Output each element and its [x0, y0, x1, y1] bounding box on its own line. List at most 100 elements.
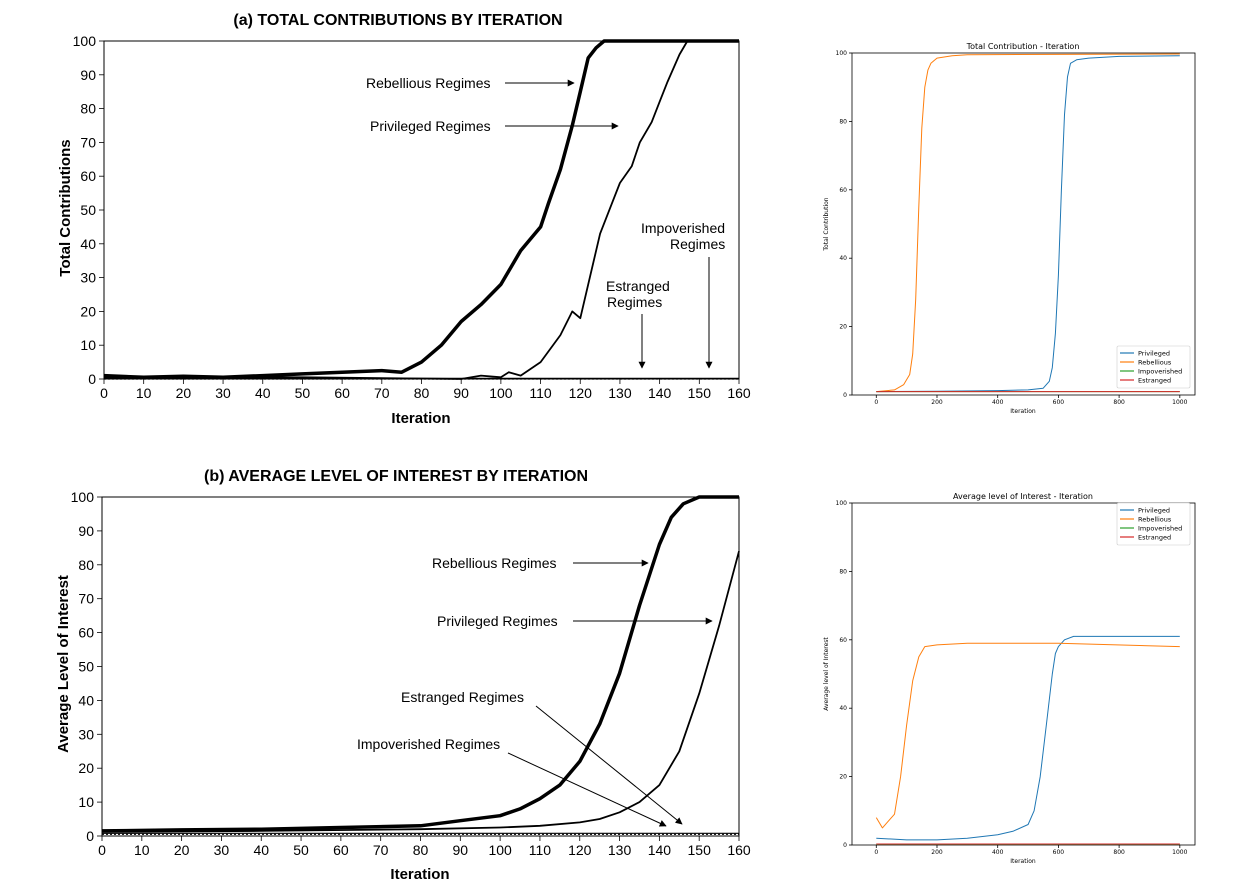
y-tick-label: 20 — [78, 760, 94, 776]
chart-a-annotation-impoverished-2: Regimes — [670, 236, 725, 252]
chart-b-annotation-impoverished: Impoverished Regimes — [357, 736, 500, 752]
y-tick-label: 60 — [839, 187, 847, 194]
x-tick-label: 130 — [608, 842, 632, 858]
y-tick-label: 20 — [80, 303, 96, 319]
y-tick-label: 50 — [78, 659, 94, 675]
y-tick-label: 100 — [836, 50, 848, 57]
chart-b-annotation-rebellious: Rebellious Regimes — [432, 555, 557, 571]
y-tick-label: 0 — [843, 842, 847, 849]
y-tick-label: 90 — [80, 67, 96, 83]
y-tick-label: 40 — [78, 692, 94, 708]
series-line-privileged-regimes — [104, 40, 739, 380]
chart-a-title: (a) TOTAL CONTRIBUTIONS BY ITERATION — [233, 12, 562, 29]
chart-a-xlabel: Iteration — [391, 410, 450, 427]
x-tick-label: 10 — [134, 842, 150, 858]
x-tick-label: 0 — [874, 849, 878, 856]
chart-b-average-interest: (b) AVERAGE LEVEL OF INTEREST BY ITERATI… — [55, 468, 751, 883]
series-line-rebellious-regimes — [103, 39, 739, 380]
chart-b-xlabel: Iteration — [390, 866, 449, 883]
series-line-rebellious — [875, 642, 1180, 829]
chart-d-title: Average level of Interest - Iteration — [953, 492, 1093, 501]
series-line-privileged — [876, 55, 1180, 393]
x-tick-label: 120 — [568, 842, 592, 858]
chart-c-total-contribution-sim: Total Contribution - Iteration 0 200 400 60… — [823, 42, 1196, 415]
y-tick-label: 70 — [80, 134, 96, 150]
x-tick-label: 400 — [992, 849, 1004, 856]
x-tick-label: 800 — [1113, 849, 1125, 856]
x-tick-label: 0 — [98, 842, 106, 858]
chart-c-title: Total Contribution - Iteration — [966, 42, 1080, 51]
x-tick-label: 50 — [295, 385, 311, 401]
x-tick-label: 800 — [1113, 399, 1125, 406]
series-line-rebellious-regimes — [101, 495, 739, 833]
y-tick-label: 10 — [80, 337, 96, 353]
x-tick-label: 110 — [529, 842, 552, 858]
x-tick-label: 600 — [1053, 399, 1065, 406]
x-tick-label: 140 — [648, 385, 672, 401]
legend-label: Rebellious — [1138, 358, 1172, 366]
x-tick-label: 90 — [453, 385, 469, 401]
y-tick-label: 20 — [839, 774, 847, 781]
x-tick-label: 150 — [688, 385, 712, 401]
chart-a-annotation-estranged-1: Estranged — [606, 278, 670, 294]
x-tick-label: 20 — [174, 842, 190, 858]
y-tick-label: 100 — [71, 489, 95, 505]
x-tick-label: 0 — [874, 399, 878, 406]
chart-d-xlabel: Iteration — [1010, 858, 1036, 865]
x-tick-label: 1000 — [1172, 399, 1187, 406]
y-tick-label: 40 — [839, 255, 847, 262]
chart-a-annotation-privileged: Privileged Regimes — [370, 118, 491, 134]
x-tick-label: 0 — [100, 385, 108, 401]
chart-d-legend: PrivilegedRebelliousImpoverishedEstrange… — [1116, 502, 1191, 546]
chart-c-ylabel: Total Contribution — [823, 197, 830, 251]
legend-label: Privileged — [1138, 506, 1170, 514]
y-tick-label: 80 — [839, 118, 847, 125]
chart-a-annotation-estranged-2: Regimes — [607, 294, 662, 310]
y-tick-label: 60 — [839, 637, 847, 644]
series-line-privileged — [876, 635, 1180, 841]
y-tick-label: 80 — [78, 557, 94, 573]
y-tick-label: 60 — [80, 168, 96, 184]
chart-d-average-interest-sim: Average level of Interest - Iteration 0 2… — [823, 492, 1196, 865]
x-tick-label: 40 — [253, 842, 269, 858]
x-tick-label: 100 — [489, 385, 513, 401]
x-tick-label: 30 — [215, 385, 231, 401]
y-tick-label: 10 — [78, 794, 94, 810]
x-tick-label: 200 — [931, 849, 943, 856]
y-tick-label: 60 — [78, 625, 94, 641]
x-tick-label: 130 — [608, 385, 632, 401]
y-tick-label: 80 — [80, 101, 96, 117]
x-tick-label: 150 — [688, 842, 712, 858]
y-tick-label: 30 — [80, 270, 96, 286]
y-tick-label: 0 — [88, 371, 96, 387]
chart-d-frame — [851, 502, 1196, 846]
chart-a-ylabel: Total Contributions — [57, 139, 74, 276]
y-tick-label: 100 — [73, 33, 97, 49]
chart-b-annotation-estranged: Estranged Regimes — [401, 689, 524, 705]
y-tick-label: 70 — [78, 591, 94, 607]
x-tick-label: 60 — [334, 385, 350, 401]
y-tick-label: 40 — [839, 705, 847, 712]
legend-box — [1116, 502, 1191, 546]
series-line-privileged-regimes — [101, 550, 740, 833]
chart-a-total-contributions: (a) TOTAL CONTRIBUTIONS BY ITERATION 0 10… — [57, 12, 751, 427]
legend-label: Privileged — [1138, 349, 1170, 357]
x-tick-label: 60 — [333, 842, 349, 858]
y-tick-label: 100 — [836, 500, 848, 507]
chart-a-annotation-rebellious: Rebellious Regimes — [366, 75, 491, 91]
x-tick-label: 70 — [374, 385, 390, 401]
x-tick-label: 600 — [1053, 849, 1065, 856]
x-tick-label: 20 — [176, 385, 192, 401]
x-tick-label: 160 — [727, 385, 751, 401]
x-tick-label: 90 — [453, 842, 469, 858]
x-tick-label: 30 — [214, 842, 230, 858]
chart-a-frame — [103, 40, 740, 380]
y-tick-label: 50 — [80, 202, 96, 218]
chart-b-ylabel: Average Level of Interest — [55, 575, 72, 753]
legend-label: Rebellious — [1138, 515, 1172, 523]
x-tick-label: 400 — [992, 399, 1004, 406]
y-tick-label: 20 — [839, 324, 847, 331]
x-tick-label: 1000 — [1172, 849, 1187, 856]
x-tick-label: 80 — [414, 385, 430, 401]
